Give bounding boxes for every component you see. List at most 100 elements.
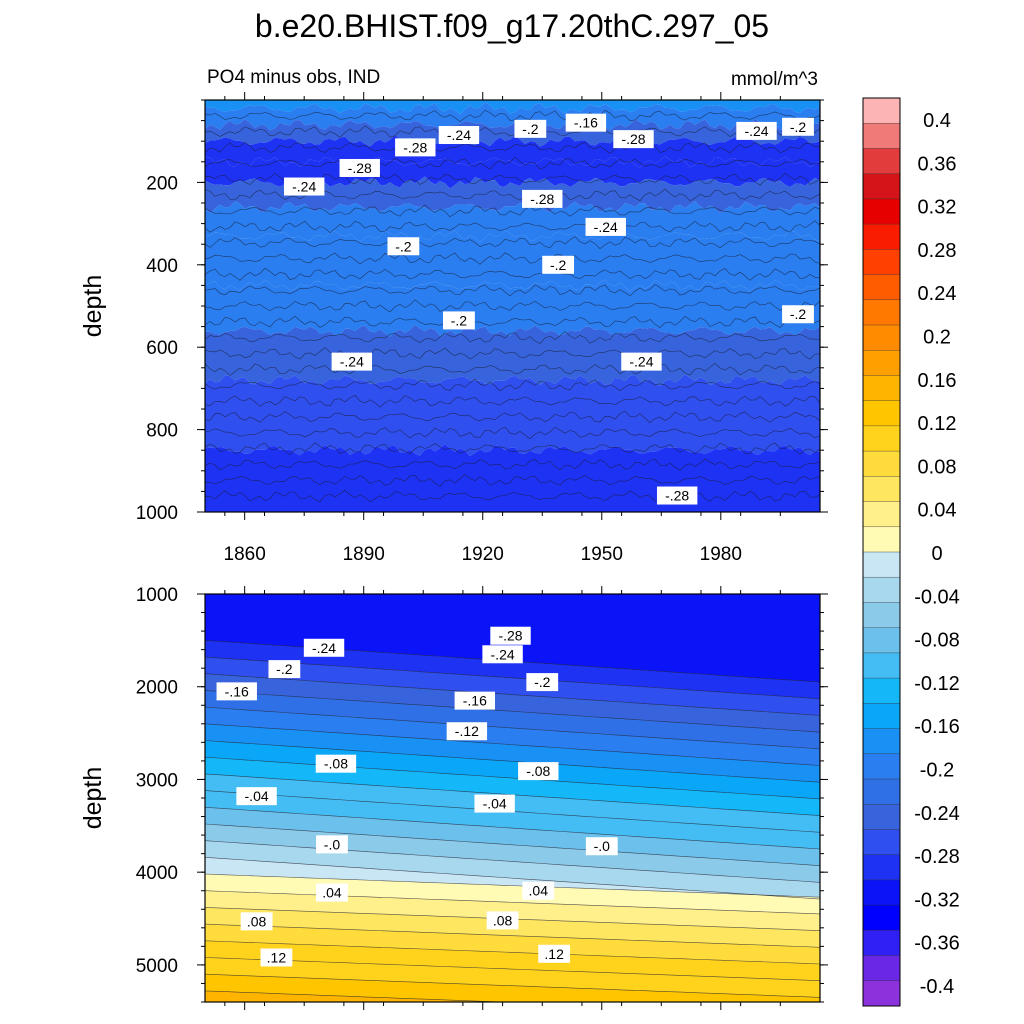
colorbar-box <box>863 703 900 729</box>
contour-line <box>205 252 820 265</box>
contour-label: -.04 <box>474 794 515 813</box>
contour-label-text: -.08 <box>526 763 550 779</box>
contour-label-bg <box>331 352 373 371</box>
contour-label-bg <box>585 837 618 856</box>
contour-label-bg <box>260 948 293 967</box>
contour-line <box>205 673 820 716</box>
contour-label: .04 <box>522 881 555 900</box>
x-tick-label: 1920 <box>462 544 504 565</box>
colorbar-box <box>863 930 900 956</box>
contour-label: -.24 <box>736 121 777 140</box>
contour-band <box>205 230 820 292</box>
contour-line <box>205 923 820 948</box>
y-tick-label: 4000 <box>136 863 178 884</box>
contour-label-text: -.04 <box>483 796 507 812</box>
y-tick-label: 800 <box>146 421 178 442</box>
chart-title: b.e20.BHIST.f09_g17.20thC.297_05 <box>255 8 769 44</box>
contour-line <box>205 723 820 766</box>
contour-line <box>205 756 820 800</box>
contour-line <box>205 740 820 783</box>
contour-label-bg <box>736 121 777 140</box>
contour-band <box>205 640 820 699</box>
colorbar-box <box>863 905 900 931</box>
contour-band <box>205 740 820 799</box>
contour-line <box>205 109 820 122</box>
contour-band <box>205 673 820 733</box>
bottom-color-fill <box>205 594 820 1002</box>
colorbar-box <box>863 123 900 149</box>
contour-line <box>205 410 820 424</box>
contour-label: -.2 <box>782 117 814 136</box>
contour-label-text: -.28 <box>348 160 372 176</box>
contour-label: -.08 <box>315 754 357 773</box>
contour-label-text: -.24 <box>629 354 653 370</box>
y-tick-label: 600 <box>146 338 178 359</box>
contour-line <box>205 442 820 455</box>
bottom-contour-labels: -.28 -.24 -.24 -.2 -.2 -.16 -.16 -.12 -.08 -.08 -.… <box>216 626 618 967</box>
top-contour-lines <box>205 109 820 503</box>
contour-label: -.2 <box>268 660 301 679</box>
contour-label-text: .12 <box>544 946 564 962</box>
top-panel: 1860 1890 1920 1950 1980 200 400 600 800 1000 -.2… <box>79 92 828 565</box>
contour-label-bg <box>518 762 559 781</box>
contour-label-text: -.24 <box>594 219 618 235</box>
contour-label-bg <box>454 691 496 710</box>
colorbar-box <box>863 299 900 326</box>
contour-band <box>205 324 820 387</box>
colorbar-box <box>863 602 900 629</box>
colorbar-box <box>863 829 900 856</box>
contour-label-text: -.28 <box>665 488 689 504</box>
contour-label-bg <box>613 130 654 149</box>
colorbar-box <box>863 753 900 780</box>
contour-label: -.24 <box>438 126 480 145</box>
colorbar-label: 0.36 <box>918 153 957 175</box>
colorbar-box <box>863 678 900 704</box>
contour-label-text: -.24 <box>312 640 336 656</box>
contour-line <box>205 394 820 408</box>
contour-label: -.2 <box>526 673 559 692</box>
contour-label-bg <box>240 912 273 931</box>
contour-label-text: -.28 <box>530 191 554 207</box>
contour-label: -.0 <box>585 837 618 856</box>
colorbar-label: 0.4 <box>923 110 951 132</box>
contour-line <box>205 125 820 138</box>
colorbar-label: 0.04 <box>918 500 957 522</box>
contour-band <box>205 824 820 883</box>
contour-band <box>205 176 820 214</box>
contour-band <box>205 840 820 900</box>
colorbar-box <box>863 173 900 200</box>
contour-band <box>205 757 820 816</box>
contour-line <box>205 378 820 392</box>
y-tick-label: 400 <box>146 256 178 277</box>
contour-line <box>205 156 820 170</box>
contour-line <box>205 489 820 503</box>
top-contour-labels: -.2 -.16 -.24 -.28 -.24 -.2 -.28 -.28 -.28 -.24 -.… <box>283 113 814 505</box>
contour-line <box>205 458 820 471</box>
contour-band <box>205 890 820 931</box>
contour-label-bg <box>446 722 488 741</box>
colorbar-label: -0.16 <box>914 716 960 738</box>
colorbar-box <box>863 476 900 502</box>
contour-line <box>205 973 820 998</box>
contour-label-text: -.2 <box>395 238 412 254</box>
contour-line <box>205 706 820 750</box>
contour-label-bg <box>542 255 575 274</box>
y-tick-label: 1000 <box>136 503 178 524</box>
colorbar-box <box>863 526 900 553</box>
contour-label: -.24 <box>303 638 345 657</box>
contour-label: -.08 <box>518 762 559 781</box>
y-tick-label: 3000 <box>136 770 178 791</box>
top-color-fill <box>205 100 820 512</box>
contour-band <box>205 657 820 716</box>
contour-line <box>205 840 820 883</box>
colorbar-box <box>863 879 900 906</box>
contour-label-bg <box>526 673 559 692</box>
x-tick-label: 1950 <box>581 544 623 565</box>
colorbar-box <box>863 224 900 250</box>
colorbar-label: -0.36 <box>914 933 960 955</box>
contour-line <box>205 857 820 900</box>
contour-band <box>205 100 820 115</box>
contour-label-text: -.16 <box>463 693 487 709</box>
contour-label-text: -.28 <box>621 131 645 147</box>
